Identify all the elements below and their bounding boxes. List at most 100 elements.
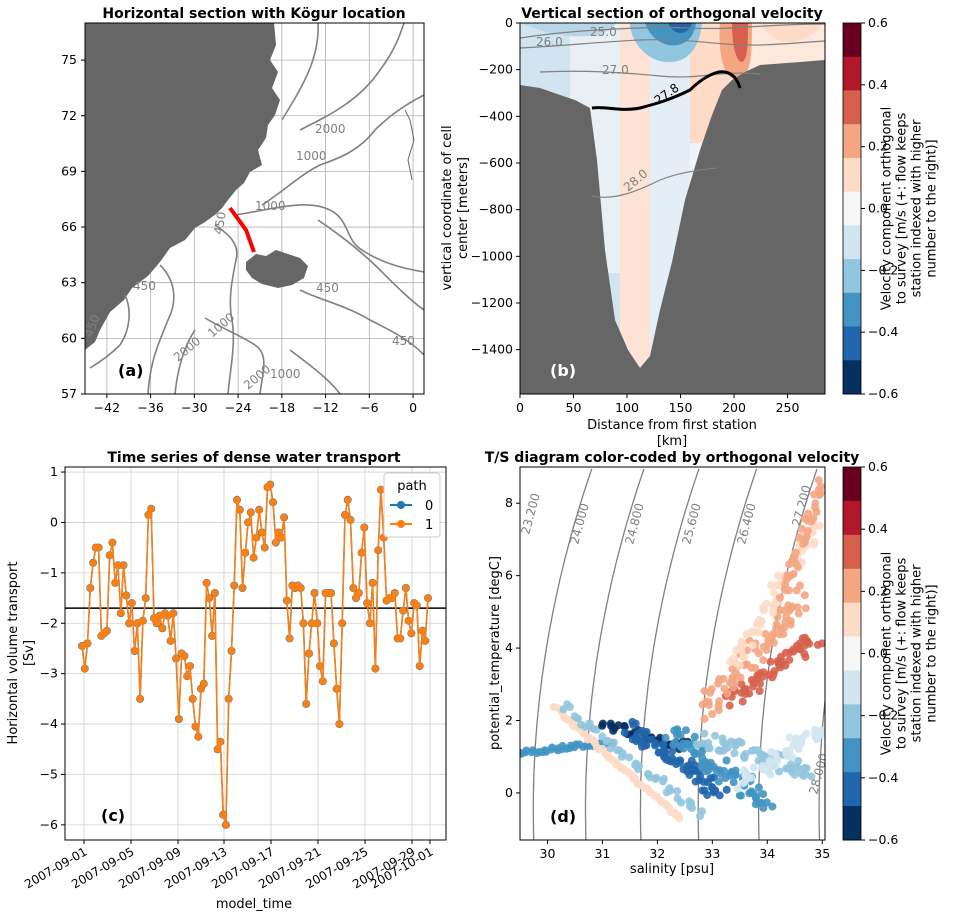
svg-text:[km]: [km]	[657, 434, 687, 449]
ts-point	[758, 765, 767, 774]
ts-point	[759, 790, 768, 799]
ts-point	[793, 763, 802, 772]
ts-point	[676, 730, 685, 739]
colorbar-swatch	[843, 568, 861, 604]
ts-point	[722, 756, 731, 765]
panel-a-ytick: 75	[61, 52, 77, 67]
panel-c-ytick: 1	[50, 464, 58, 479]
ts-point	[749, 682, 758, 691]
panel-c-series	[65, 480, 446, 829]
series-1-point	[131, 647, 139, 655]
colorbar-tick: −0.6	[868, 386, 898, 401]
ts-point	[573, 714, 582, 723]
ts-point	[807, 772, 816, 781]
colorbar-swatch	[843, 670, 861, 705]
ts-point	[818, 639, 825, 648]
panel-b-ytick: 0	[505, 15, 513, 30]
ts-point	[592, 725, 601, 734]
series-1-point	[319, 677, 327, 685]
series-1-point	[399, 607, 407, 615]
series-1-point	[366, 619, 374, 627]
legend: path 0 1	[383, 472, 441, 538]
colorbar-label: number to the right)]	[925, 584, 940, 722]
isopycnal-27-8	[591, 70, 742, 111]
ts-point	[673, 787, 682, 796]
ts-point	[692, 740, 701, 749]
series-1-point	[89, 559, 97, 567]
colorbar-tick: −0.2	[868, 262, 898, 277]
ts-point	[787, 760, 795, 769]
series-1-point	[125, 619, 133, 627]
colorbar-tick: 0.6	[868, 15, 888, 30]
ts-point	[776, 593, 784, 602]
ts-point	[773, 756, 782, 765]
colorbar-tick: 0.4	[868, 521, 888, 536]
series-1-point	[272, 539, 280, 547]
ts-point	[661, 733, 670, 742]
ts-point	[795, 533, 804, 542]
series-1-point	[191, 723, 200, 731]
series-1-point	[158, 624, 166, 632]
ts-point	[817, 482, 825, 491]
colorbar-swatch	[843, 292, 861, 328]
ts-point	[800, 649, 809, 658]
panel-b-xtick: 250	[776, 400, 800, 415]
ts-point	[666, 786, 675, 795]
ts-point	[675, 814, 684, 823]
ts-point	[780, 623, 789, 632]
series-1-point	[333, 685, 341, 693]
series-1-point	[349, 584, 357, 592]
density-curve	[818, 695, 825, 840]
svg-text:1000: 1000	[296, 149, 327, 163]
ts-point	[803, 516, 812, 525]
colorbar-tick: −0.4	[868, 770, 898, 785]
colorbar-tick: 0.6	[868, 459, 888, 474]
colorbar-swatch	[843, 124, 861, 159]
ts-point	[710, 786, 719, 795]
ts-point	[801, 604, 810, 613]
ts-point	[804, 509, 813, 518]
ts-point	[635, 761, 643, 770]
series-1-point	[219, 811, 227, 819]
panel-b-label: (b)	[550, 361, 576, 380]
series-1-point	[119, 561, 128, 569]
ts-point	[751, 663, 760, 672]
series-1-point	[286, 634, 294, 643]
ts-point	[785, 655, 794, 664]
panel-d-title: T/S diagram color-coded by orthogonal ve…	[485, 450, 860, 466]
series-1-point	[252, 534, 260, 542]
series-1-point	[236, 506, 244, 514]
series-1-point	[208, 632, 216, 640]
series-1-point	[114, 561, 122, 569]
panel-d-xlabel: salinity [psu]	[630, 862, 714, 877]
series-1-point	[106, 551, 114, 559]
ts-point	[766, 657, 775, 666]
ts-point	[700, 714, 709, 723]
kogur-section-line	[228, 206, 256, 253]
ts-point	[756, 679, 764, 688]
series-1-point	[369, 579, 377, 587]
ts-point	[794, 609, 803, 618]
series-1-point	[247, 508, 255, 516]
svg-text:450: 450	[133, 279, 156, 293]
ts-scatter	[520, 476, 825, 823]
series-1-point	[108, 539, 116, 547]
panel-d-ytick: 2	[505, 712, 513, 727]
map-area: 2000 1000 1000 450 450 450 450 1000 2000…	[85, 23, 424, 394]
series-1-point	[338, 619, 346, 627]
series-1-point	[169, 609, 177, 617]
series-1-point	[167, 637, 175, 645]
series-1-point	[405, 617, 413, 625]
panel-d-xtick: 30	[540, 846, 556, 861]
ts-point	[747, 773, 756, 782]
colorbar-label: station indexed with higher	[910, 119, 925, 297]
panel-b-ytick: −800	[479, 202, 513, 217]
panel-b-xlabel: Distance from first station [km]	[587, 418, 757, 449]
series-1-point	[261, 544, 269, 552]
colorbar-tick: 0.2	[868, 139, 888, 154]
svg-text:2000: 2000	[315, 122, 346, 136]
svalbard-coast	[404, 109, 415, 181]
panel-c: Time series of dense water transport 200…	[6, 450, 447, 912]
density-curve	[639, 468, 700, 840]
panel-c-title: Time series of dense water transport	[107, 450, 401, 466]
